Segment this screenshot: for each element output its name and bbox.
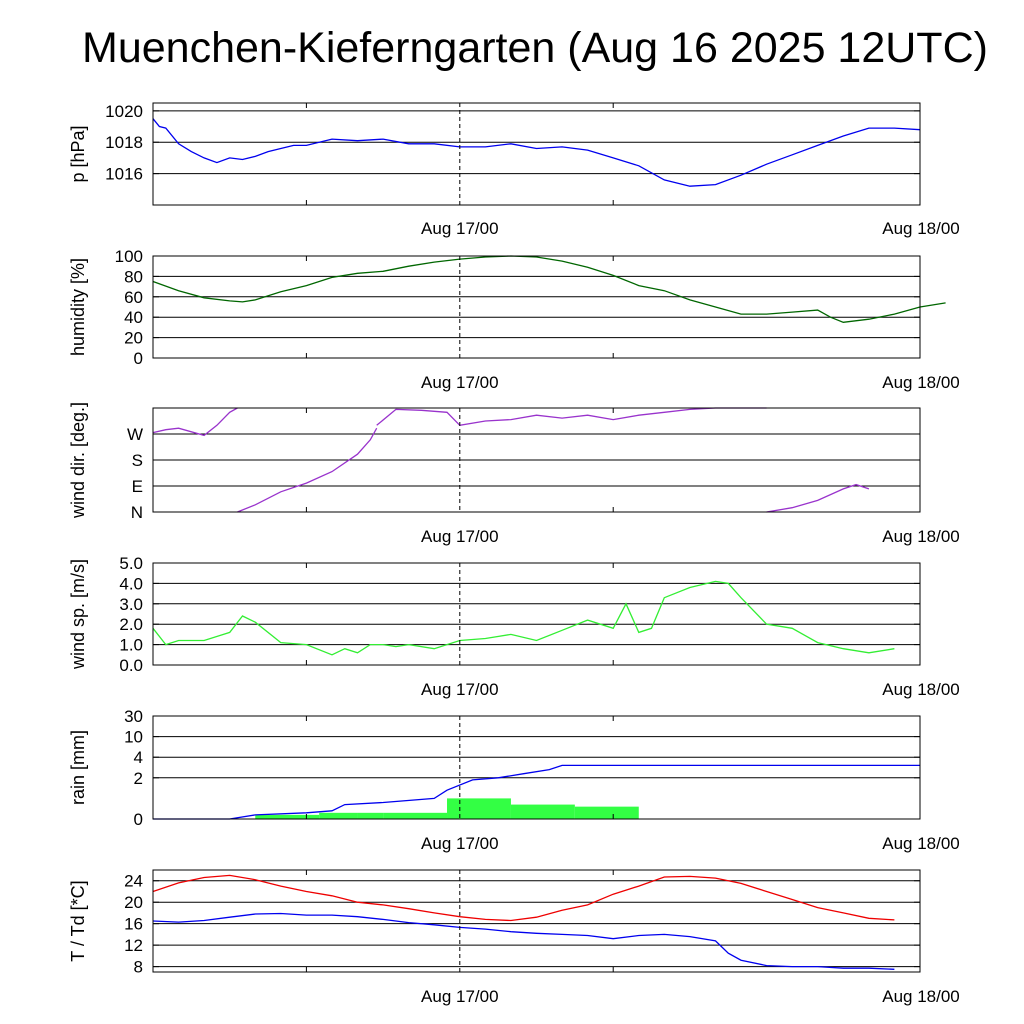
humidity-y-tick-label: 60 [124, 288, 143, 307]
humidity-x-tick-label: Aug 17/00 [421, 373, 499, 392]
temperature-series-T [152, 874, 895, 922]
temperature-y-tick-label: 16 [124, 915, 143, 934]
wind_speed-y-tick-label: 1.0 [119, 636, 143, 655]
wind_speed-frame [152, 562, 921, 666]
temperature-y-tick-label: 12 [124, 936, 143, 955]
pressure-y-axis-label: p [hPa] [68, 125, 88, 182]
wind_direction-y-tick-label: N [131, 503, 143, 522]
rain-y-tick-label: 2 [134, 769, 143, 788]
temperature-x-tick-label: Aug 18/00 [882, 987, 960, 1006]
rain-x-tick-label: Aug 18/00 [882, 834, 960, 853]
humidity-y-tick-label: 40 [124, 308, 143, 327]
wind_speed-y-tick-label: 4.0 [119, 574, 143, 593]
humidity-y-tick-label: 100 [115, 247, 143, 266]
rain-bar [357, 812, 384, 819]
temperature-series-Td [152, 912, 895, 970]
wind_direction-series-dir-a [152, 407, 238, 437]
pressure-x-tick-label: Aug 17/00 [421, 219, 499, 238]
wind_direction-series-dir-c [376, 407, 767, 426]
wind_speed-y-tick-label: 2.0 [119, 615, 143, 634]
temperature-y-tick-label: 24 [124, 872, 143, 891]
rain-bar [383, 812, 448, 819]
pressure-frame [152, 102, 921, 206]
wind_direction-series-dir-d [766, 483, 870, 513]
wind_speed-panel: 0.01.0 2.03.0 4.05.0 wind sp. [m/s] Aug 17/0… [68, 554, 960, 699]
humidity-y-tick-label: 80 [124, 267, 143, 286]
wind_direction-y-tick-label: W [127, 425, 143, 444]
pressure-y-tick-label: 1018 [105, 133, 143, 152]
humidity-y-axis-label: humidity [%] [68, 258, 88, 356]
wind_speed-y-tick-label: 0.0 [119, 656, 143, 675]
humidity-series-RH [152, 255, 946, 323]
rain-frame [152, 715, 921, 820]
rain-series-cumulative [153, 764, 920, 820]
temperature-y-axis-label: T / Td [*C] [68, 880, 88, 961]
wind_direction-y-tick-label: E [132, 477, 143, 496]
rain-bar [319, 812, 358, 819]
rain-bar [574, 806, 639, 819]
temperature-x-tick-label: Aug 17/00 [421, 987, 499, 1006]
wind_direction-y-tick-label: S [132, 451, 143, 470]
rain-panel: 0 2 410 30 rain [mm] Aug 17/00 Aug 18/00 [68, 707, 960, 853]
rain-x-tick-label: Aug 17/00 [421, 834, 499, 853]
rain-bar [255, 814, 320, 819]
wind_direction-x-tick-label: Aug 17/00 [421, 527, 499, 546]
pressure-y-tick-label: 1020 [105, 102, 143, 121]
wind_speed-y-tick-label: 3.0 [119, 595, 143, 614]
pressure-y-tick-label: 1016 [105, 165, 143, 184]
wind_direction-y-axis-label: wind dir. [deg.] [68, 402, 88, 519]
humidity-y-tick-label: 20 [124, 329, 143, 348]
wind_speed-series-speed [152, 580, 895, 656]
pressure-series-p [152, 118, 921, 187]
temperature-panel: 8 12 16 20 24 T / Td [*C] Aug 17/00 Aug 18/00 [68, 869, 960, 1006]
humidity-frame [152, 255, 921, 359]
temperature-y-tick-label: 8 [134, 958, 143, 977]
humidity-x-tick-label: Aug 18/00 [882, 373, 960, 392]
rain-y-tick-label: 0 [134, 810, 143, 829]
temperature-frame [152, 869, 921, 973]
chart-title: Muenchen-Kieferngarten (Aug 16 2025 12UT… [82, 24, 988, 72]
rain-y-axis-label: rain [mm] [68, 730, 88, 805]
rain-y-tick-label: 4 [134, 748, 143, 767]
wind_direction-series-dir-b [237, 427, 378, 513]
rain-bar [510, 804, 575, 819]
wind_speed-x-tick-label: Aug 17/00 [421, 680, 499, 699]
temperature-y-tick-label: 20 [124, 893, 143, 912]
wind_direction-x-tick-label: Aug 18/00 [882, 527, 960, 546]
humidity-y-tick-label: 0 [134, 349, 143, 368]
rain-bar [447, 798, 511, 819]
pressure-panel: 1016 1018 1020 p [hPa] Aug 17/00 Aug 18/00 [68, 102, 960, 238]
rain-y-tick-label: 30 [124, 707, 143, 726]
wind_speed-x-tick-label: Aug 18/00 [882, 680, 960, 699]
wind_speed-y-tick-label: 5.0 [119, 554, 143, 573]
wind_speed-y-axis-label: wind sp. [m/s] [68, 559, 88, 670]
rain-y-tick-label: 10 [124, 728, 143, 747]
pressure-x-tick-label: Aug 18/00 [882, 219, 960, 238]
